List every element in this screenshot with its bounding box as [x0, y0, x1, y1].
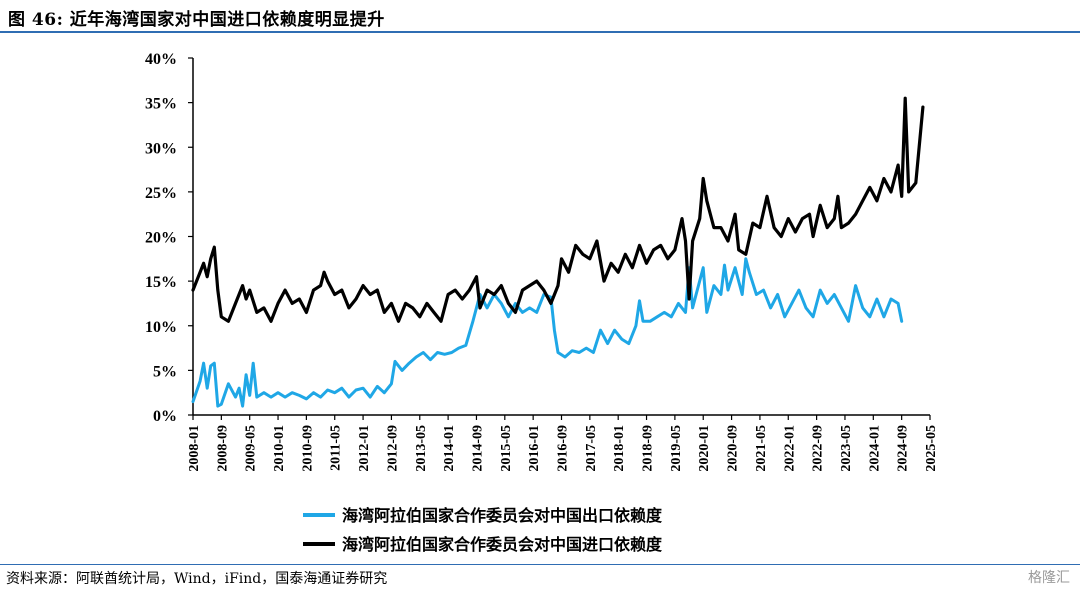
- y-tick-label: 40%: [145, 51, 177, 68]
- x-tick-label: 2018-01: [612, 425, 627, 472]
- export-dependency-line: [191, 257, 904, 408]
- y-tick-label: 0%: [153, 408, 177, 425]
- x-tick-label: 2011-05: [329, 425, 344, 471]
- x-tick-label: 2022-09: [811, 425, 826, 472]
- x-tick-label: 2016-01: [527, 425, 542, 472]
- legend-label-import: 海湾阿拉伯国家合作委员会对中国进口依赖度: [342, 535, 663, 554]
- y-tick-label: 20%: [145, 230, 177, 247]
- x-tick-label: 2012-09: [385, 425, 400, 472]
- x-tick-label: 2008-01: [187, 425, 202, 472]
- x-tick-label: 2015-05: [499, 425, 514, 472]
- x-axis: 2008-01 2008-09 2009-05 2010-01 2010-09 2011-…: [187, 414, 939, 472]
- x-tick-label: 2020-09: [726, 425, 741, 472]
- x-tick-label: 2019-05: [669, 425, 684, 472]
- source-note: 资料来源：阿联酋统计局，Wind，iFind，国泰海通证券研究: [6, 571, 388, 587]
- x-tick-label: 2016-09: [556, 425, 571, 472]
- x-tick-label: 2024-01: [867, 425, 882, 472]
- title-rule: [0, 31, 1080, 33]
- import-dependency-line: [191, 96, 925, 323]
- series-lines: [191, 96, 925, 408]
- x-tick-label: 2021-05: [754, 425, 769, 472]
- x-tick-label: 2017-05: [584, 425, 599, 472]
- x-tick-label: 2018-09: [641, 425, 656, 472]
- footer-rule: [0, 564, 1080, 565]
- figure-title: 图 46: 近年海湾国家对中国进口依赖度明显提升: [8, 10, 385, 30]
- x-tick-label: 2020-01: [697, 425, 712, 472]
- x-tick-label: 2014-09: [470, 425, 485, 472]
- x-tick-label: 2023-05: [839, 425, 854, 472]
- y-tick-label: 15%: [145, 274, 177, 291]
- x-tick-label: 2010-01: [272, 425, 287, 472]
- y-tick-label: 25%: [145, 185, 177, 202]
- y-tick-label: 5%: [153, 363, 177, 380]
- x-tick-label: 2010-09: [300, 425, 315, 472]
- legend-label-export: 海湾阿拉伯国家合作委员会对中国出口依赖度: [342, 506, 663, 525]
- y-axis: 0% 5% 10% 15% 20% 25% 30% 35% 40%: [145, 51, 194, 425]
- x-tick-label: 2009-05: [244, 425, 259, 472]
- x-tick-label: 2014-01: [442, 425, 457, 472]
- x-tick-label: 2022-01: [782, 425, 797, 472]
- x-tick-label: 2024-09: [896, 425, 911, 472]
- x-tick-label: 2025-05: [924, 425, 939, 472]
- x-tick-label: 2012-01: [357, 425, 372, 472]
- watermark: 格隆汇: [1028, 570, 1070, 586]
- y-tick-label: 10%: [145, 319, 177, 336]
- y-tick-label: 35%: [145, 96, 177, 113]
- x-tick-label: 2008-09: [215, 425, 230, 472]
- x-tick-label: 2013-05: [414, 425, 429, 472]
- y-tick-label: 30%: [145, 140, 177, 157]
